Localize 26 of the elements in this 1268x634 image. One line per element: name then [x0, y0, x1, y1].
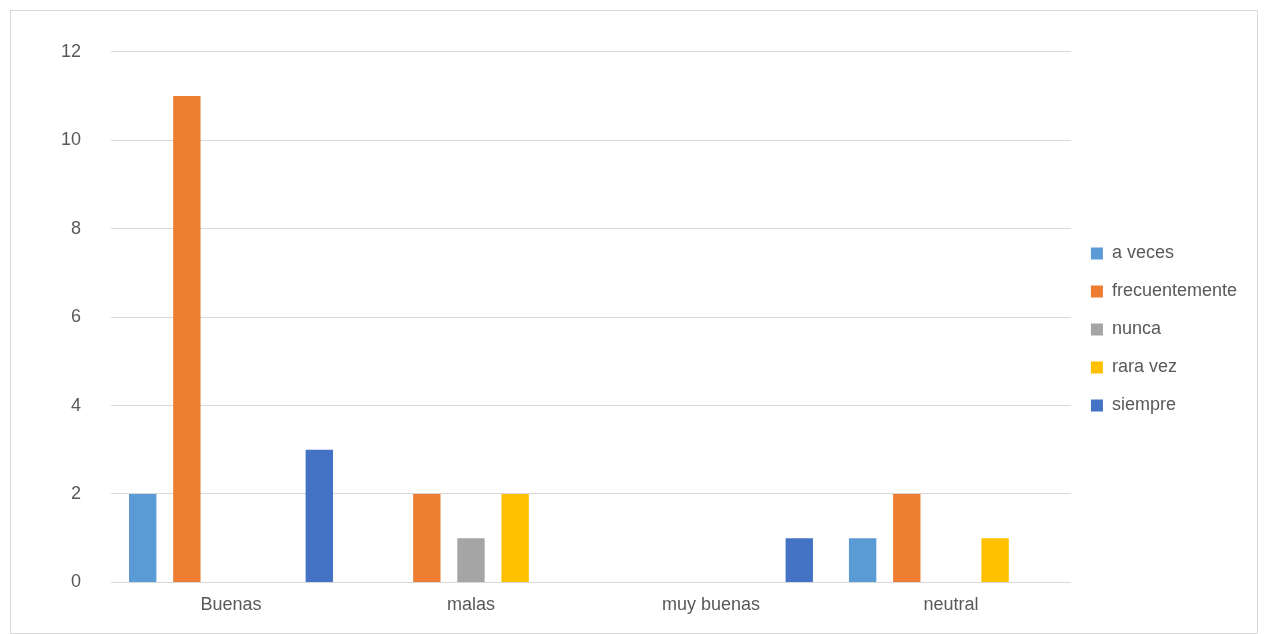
- bar: [848, 538, 877, 582]
- x-tick-label: neutral: [923, 594, 979, 615]
- x-tick-label: malas: [446, 594, 495, 615]
- y-tick-label: 2: [71, 482, 82, 503]
- bar: [501, 493, 529, 582]
- y-tick-label: 0: [71, 571, 82, 592]
- legend-label: frecuentemente: [1111, 280, 1237, 301]
- bar: [785, 538, 813, 582]
- bar: [981, 538, 1009, 582]
- x-tick-label: Buenas: [200, 594, 262, 615]
- legend-label: nunca: [1111, 318, 1162, 339]
- bar: [129, 493, 157, 582]
- y-tick-label: 4: [71, 394, 82, 415]
- legend-label: siempre: [1111, 394, 1176, 415]
- legend-label: rara vez: [1111, 356, 1177, 377]
- y-tick-label: 12: [60, 40, 82, 61]
- y-tick-label: 10: [60, 129, 82, 150]
- x-tick-label: muy buenas: [661, 594, 760, 615]
- bar: [457, 538, 485, 582]
- legend-label: a veces: [1111, 242, 1174, 263]
- bar: [413, 493, 441, 582]
- bar: [893, 493, 921, 582]
- y-tick-label: 6: [71, 306, 82, 327]
- y-tick-label: 8: [71, 217, 82, 238]
- bar: [305, 449, 334, 582]
- bar: [173, 96, 201, 582]
